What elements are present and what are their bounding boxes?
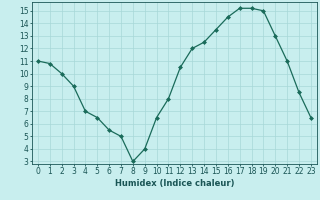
X-axis label: Humidex (Indice chaleur): Humidex (Indice chaleur) (115, 179, 234, 188)
